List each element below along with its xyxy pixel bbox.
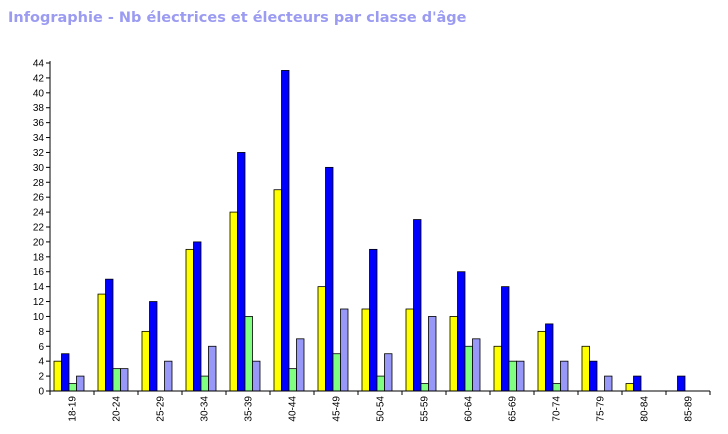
y-tick-label: 38	[33, 103, 45, 114]
bar-30-34-series-4	[208, 345, 217, 392]
y-tick-label: 18	[33, 252, 45, 263]
x-tick-label: 75-79	[596, 396, 607, 422]
bar-60-64-series-1	[449, 316, 458, 392]
bar-45-49-series-1	[317, 286, 326, 392]
y-tick-label: 16	[33, 267, 45, 278]
bar-45-49-series-2	[325, 166, 334, 392]
bar-75-79-series-4	[604, 375, 613, 392]
bar-40-44-series-4	[296, 338, 305, 392]
bar-60-64-series-2	[457, 271, 466, 392]
chart-title: Infographie - Nb électrices et électeurs…	[8, 10, 467, 26]
y-tick-label: 34	[33, 133, 45, 144]
y-tick-label: 4	[38, 357, 44, 368]
bars	[53, 70, 686, 392]
bar-65-69-series-2	[501, 286, 510, 392]
bar-50-54-series-3	[376, 375, 385, 392]
x-tick-label: 65-69	[508, 396, 519, 422]
bar-75-79-series-2	[589, 360, 598, 392]
x-tick-label: 20-24	[112, 396, 123, 422]
bar-50-54-series-1	[361, 308, 370, 392]
bar-18-19-series-3	[68, 383, 77, 392]
bar-20-24-series-2	[105, 278, 114, 392]
bar-45-49-series-4	[340, 308, 349, 392]
bar-30-34-series-2	[193, 241, 202, 392]
bar-20-24-series-4	[120, 368, 129, 392]
y-tick-label: 30	[33, 163, 45, 174]
y-tick-label: 0	[38, 387, 44, 398]
x-tick-label: 18-19	[68, 396, 79, 422]
bar-35-39-series-3	[244, 316, 253, 392]
bar-35-39-series-4	[252, 360, 261, 392]
bar-25-29-series-2	[149, 301, 158, 392]
axes	[49, 61, 710, 392]
bar-18-19-series-4	[76, 375, 85, 392]
bar-30-34-series-3	[200, 375, 209, 392]
bar-55-59-series-3	[420, 383, 429, 392]
x-tick-label: 45-49	[332, 396, 343, 422]
y-tick-label: 22	[33, 223, 45, 234]
x-tick-label: 40-44	[288, 396, 299, 422]
bar-18-19-series-2	[61, 353, 70, 392]
bar-85-89-series-2	[677, 375, 686, 392]
y-tick-label: 42	[33, 73, 45, 84]
y-tick-label: 24	[33, 208, 45, 219]
bar-70-74-series-4	[560, 360, 569, 392]
y-tick-label: 40	[33, 88, 45, 99]
y-tick-label: 44	[33, 59, 45, 70]
bar-35-39-series-1	[229, 211, 238, 392]
bar-30-34-series-1	[185, 248, 194, 392]
x-tick-label: 30-34	[200, 396, 211, 422]
x-tick-label: 35-39	[244, 396, 255, 422]
bar-60-64-series-4	[472, 338, 481, 392]
bar-45-49-series-3	[332, 353, 341, 392]
bar-55-59-series-1	[405, 308, 414, 392]
bar-20-24-series-3	[112, 368, 121, 392]
bar-70-74-series-3	[552, 383, 561, 392]
bar-55-59-series-4	[428, 316, 437, 392]
x-tick-label: 25-29	[156, 396, 167, 422]
y-tick-label: 10	[33, 312, 45, 323]
bar-55-59-series-2	[413, 219, 422, 392]
y-tick-label: 8	[38, 327, 44, 338]
bar-60-64-series-3	[464, 345, 473, 392]
x-tick-label: 50-54	[376, 396, 387, 422]
bar-20-24-series-1	[97, 293, 106, 392]
bar-50-54-series-2	[369, 248, 378, 392]
y-tick-label: 12	[33, 297, 45, 308]
bar-65-69-series-3	[508, 360, 517, 392]
y-tick-label: 36	[33, 118, 45, 129]
bar-35-39-series-2	[237, 152, 246, 392]
bar-18-19-series-1	[53, 360, 62, 392]
x-tick-label: 70-74	[552, 396, 563, 422]
bar-70-74-series-1	[537, 330, 546, 392]
y-tick-label: 2	[38, 372, 44, 383]
x-tick-label: 60-64	[464, 396, 475, 422]
bar-65-69-series-4	[516, 360, 525, 392]
bar-40-44-series-2	[281, 70, 290, 392]
bar-70-74-series-2	[545, 323, 554, 392]
bar-50-54-series-4	[384, 353, 393, 392]
bar-80-84-series-2	[633, 375, 642, 392]
y-tick-label: 26	[33, 193, 45, 204]
y-tick-label: 28	[33, 178, 45, 189]
x-axis-ticks: 18-19 20-24 25-29 30-34 35-39 40-44 45-49 50-54…	[49, 391, 711, 422]
x-tick-label: 85-89	[684, 396, 695, 422]
x-tick-label: 55-59	[420, 396, 431, 422]
y-tick-label: 6	[38, 342, 44, 353]
bar-65-69-series-1	[493, 345, 502, 392]
y-tick-label: 32	[33, 148, 45, 159]
bar-40-44-series-3	[288, 368, 297, 392]
bar-40-44-series-1	[273, 189, 282, 392]
y-tick-label: 20	[33, 237, 45, 248]
y-axis-ticks: 0246810121416182022242628303234363840424…	[33, 59, 50, 398]
y-tick-label: 14	[33, 282, 45, 293]
bar-25-29-series-1	[141, 330, 150, 392]
x-tick-label: 80-84	[640, 396, 651, 422]
bar-25-29-series-4	[164, 360, 173, 392]
bar-80-84-series-1	[625, 383, 634, 392]
bar-75-79-series-1	[581, 345, 590, 392]
